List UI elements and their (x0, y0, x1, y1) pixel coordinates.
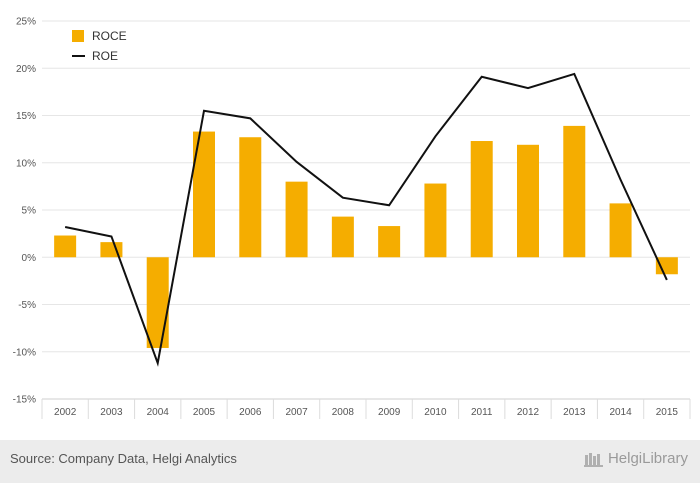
brand-name: HelgiLibrary (607, 450, 688, 467)
x-tick-label: 2013 (563, 407, 586, 418)
library-icon (583, 452, 603, 467)
roce-bar (563, 125, 586, 258)
x-tick-label: 2011 (471, 407, 493, 418)
roe-line-layer (64, 72, 668, 367)
roce-bar (285, 181, 308, 258)
roce-bar (239, 137, 262, 258)
x-tick-label: 2012 (517, 407, 540, 418)
y-tick-label: 25% (16, 17, 36, 28)
y-tick-label: 0% (22, 253, 37, 264)
footer: Source: Company Data, Helgi Analytics He… (0, 440, 700, 483)
roce-bar (193, 131, 215, 258)
x-tick-label: 2006 (239, 407, 262, 418)
x-tick-label: 2009 (378, 407, 401, 418)
roce-bar (517, 144, 539, 258)
x-tick-label: 2014 (609, 407, 632, 418)
y-tick-label: 15% (16, 111, 36, 122)
x-tick-label: 2015 (656, 407, 679, 418)
gridlines (42, 20, 690, 400)
roce-bar (655, 257, 678, 275)
brand-logo: HelgiLibrary (583, 450, 688, 467)
roce-bar (378, 226, 401, 258)
x-tick-label: 2008 (332, 407, 355, 418)
x-tick-label: 2002 (54, 407, 77, 418)
roce-bar (331, 216, 354, 258)
roce-bar (470, 141, 493, 258)
roce-bar (146, 257, 169, 348)
y-tick-label: 10% (16, 158, 36, 169)
roce-bars (54, 125, 678, 348)
x-tick-label: 2007 (285, 407, 308, 418)
legend-label-roe: ROE (92, 49, 118, 63)
axes: -15% -10% -5% 0% 5% 10% 15% 20% 25% 2002 2003 2004 2… (13, 17, 691, 419)
x-tick-label: 2005 (193, 407, 216, 418)
y-tick-label: 20% (16, 64, 36, 75)
y-tick-label: 5% (22, 206, 37, 217)
roe-line (64, 72, 668, 367)
legend: ROCE ROE (72, 29, 127, 63)
y-tick-label: -15% (13, 395, 36, 406)
roce-bar (609, 203, 632, 258)
x-tick-label: 2010 (424, 407, 447, 418)
legend-swatch-roce (72, 30, 84, 42)
y-tick-label: -5% (18, 300, 36, 311)
source-note: Source: Company Data, Helgi Analytics (10, 451, 237, 466)
x-tick-label: 2003 (100, 407, 123, 418)
x-tick-label: 2004 (147, 407, 170, 418)
legend-label-roce: ROCE (92, 29, 127, 43)
roce-bar (424, 183, 447, 258)
roce-bar (54, 235, 77, 258)
chart: -15% -10% -5% 0% 5% 10% 15% 20% 25% 2002 2003 2004 2… (13, 17, 691, 419)
y-tick-label: -10% (13, 347, 36, 358)
